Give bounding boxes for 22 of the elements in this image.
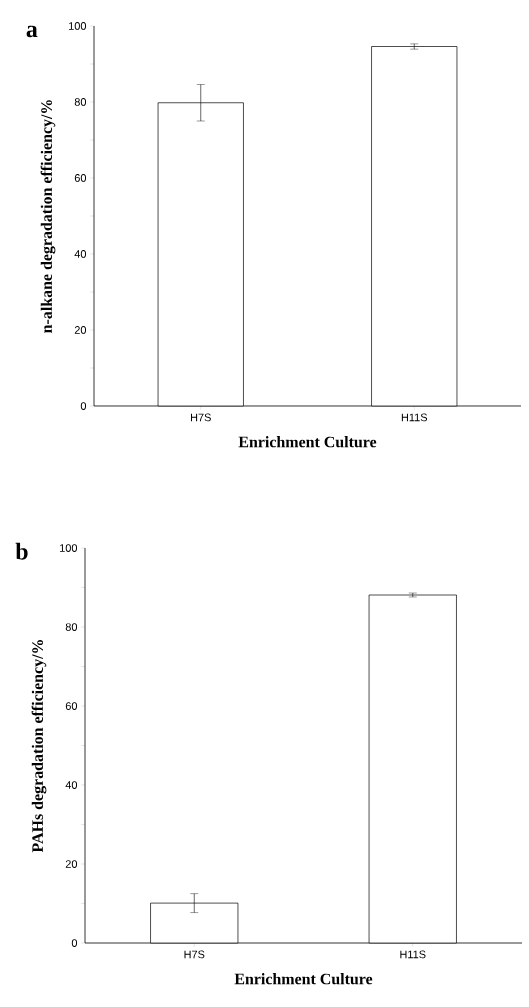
y-tick-label: 80 xyxy=(65,623,78,631)
y-tick-label: 80 xyxy=(74,98,87,106)
x-tick-label: H7S xyxy=(191,413,211,422)
y-axis-title: PAHs degradation efficiency/% xyxy=(31,640,47,853)
y-tick-label: 0 xyxy=(71,939,78,947)
y-axis-title: n-alkane degradation efficiency/% xyxy=(40,100,56,333)
x-axis-title: Enrichment Culture xyxy=(234,973,373,985)
x-axis-title: Enrichment Culture xyxy=(238,436,377,448)
y-tick-label: 40 xyxy=(74,250,87,258)
chart-title: b xyxy=(15,542,28,560)
y-tick-label: 100 xyxy=(69,22,87,30)
chart-title: a xyxy=(26,25,38,38)
y-tick-label: 0 xyxy=(80,402,87,410)
y-tick-label: 60 xyxy=(74,174,87,182)
x-tick-label: H11S xyxy=(401,413,428,422)
y-tick-label: 20 xyxy=(74,326,87,334)
y-tick-label: 20 xyxy=(65,860,78,868)
x-tick-label: H7S xyxy=(184,950,205,959)
y-tick-label: 100 xyxy=(60,544,78,552)
y-tick-label: 40 xyxy=(65,781,78,789)
y-tick-label: 60 xyxy=(65,702,78,710)
x-tick-label: H11S xyxy=(400,950,426,959)
